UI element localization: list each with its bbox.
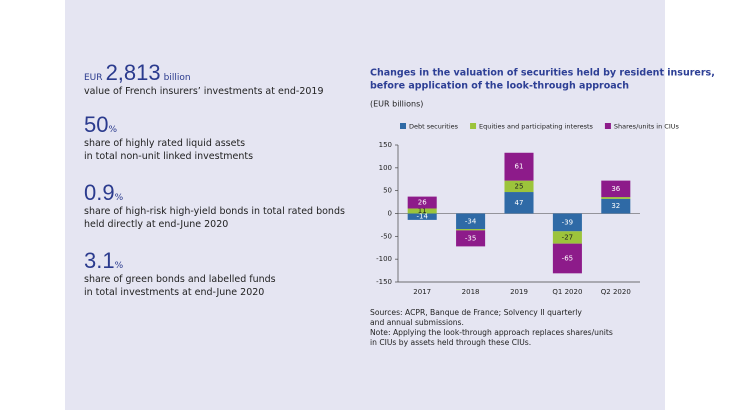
y-tick-label: 150 <box>379 141 392 149</box>
chart-title: Changes in the valuation of securities h… <box>370 68 715 79</box>
value-label: 47 <box>515 199 524 207</box>
bar-segment <box>552 231 582 244</box>
description: share of highly rated liquid assets <box>84 138 246 149</box>
y-tick-label: -100 <box>376 255 392 263</box>
unit: % <box>114 193 124 203</box>
key-figure: 3.1% share of green bonds and labelled f… <box>84 250 276 299</box>
bar-segment <box>504 192 534 214</box>
value-label: -34 <box>465 217 477 225</box>
bar-segment <box>504 180 534 193</box>
value-label: 36 <box>611 185 620 193</box>
description: in total investments at end-June 2020 <box>84 287 265 298</box>
description: in total non-unit linked investments <box>84 151 254 162</box>
figure: 50 <box>84 112 109 137</box>
bar-segment <box>504 152 534 181</box>
description: held directly at end-June 2020 <box>84 219 229 230</box>
value-label: 26 <box>418 199 427 207</box>
figure: 3.1 <box>84 248 115 273</box>
legend-swatch <box>400 123 406 129</box>
prefix: EUR <box>84 73 103 83</box>
x-tick-label: 2018 <box>462 288 480 296</box>
unit: % <box>114 261 124 271</box>
description: value of French insurers’ investments at… <box>84 86 324 97</box>
unit: % <box>108 125 118 135</box>
value-label: -14 <box>416 213 428 221</box>
bar-segment <box>552 243 582 274</box>
description: share of high-risk high-yield bonds in t… <box>84 206 345 217</box>
note: in CIUs by assets held through these CIU… <box>370 338 531 347</box>
y-tick-label: -150 <box>376 278 392 286</box>
unit: billion <box>163 73 191 83</box>
x-tick-label: Q1 2020 <box>552 288 582 296</box>
y-tick-label: 100 <box>379 164 392 172</box>
y-tick-label: 0 <box>388 210 392 218</box>
figure: 2,813 <box>105 60 161 85</box>
bar-segment <box>601 198 631 214</box>
x-tick-label: 2017 <box>413 288 431 296</box>
value-label: 25 <box>515 182 524 190</box>
legend-label: Shares/units in CIUs <box>614 123 680 131</box>
key-figure: 50% share of highly rated liquid assets … <box>84 114 254 163</box>
value-label: -65 <box>562 254 573 262</box>
legend-swatch <box>470 123 477 129</box>
x-tick-label: Q2 2020 <box>601 288 631 296</box>
y-tick-label: -50 <box>381 232 392 240</box>
y-tick-label: 50 <box>383 187 392 195</box>
chart-subtitle: (EUR billions) <box>370 100 423 109</box>
value-label: -35 <box>465 234 476 242</box>
note: Sources: ACPR, Banque de France; Solvenc… <box>370 308 582 317</box>
value-label: -39 <box>562 218 573 226</box>
panel <box>65 0 665 410</box>
bar-segment <box>456 230 486 247</box>
bar-segment <box>601 197 631 199</box>
bar-segment <box>552 213 582 232</box>
value-label: -27 <box>562 233 573 241</box>
chart-title: before application of the look-through a… <box>370 81 629 92</box>
key-figure: EUR 2,813 billion value of French insure… <box>84 62 324 98</box>
legend-label: Equities and participating interests <box>479 123 593 131</box>
bar-segment <box>407 208 437 214</box>
figure: 0.9 <box>84 180 115 205</box>
description: share of green bonds and labelled funds <box>84 274 276 285</box>
bar-segment <box>456 229 486 231</box>
bar-segment <box>407 213 437 220</box>
legend-swatch <box>604 123 611 129</box>
value-label: 11 <box>418 207 427 215</box>
bar-segment <box>407 196 437 209</box>
note: Note: Applying the look-through approach… <box>370 328 613 337</box>
note: and annual submissions. <box>370 318 464 327</box>
bar-segment <box>456 213 486 230</box>
bar-segment <box>601 180 631 198</box>
key-figure: 0.9% share of high-risk high-yield bonds… <box>84 182 345 231</box>
x-tick-label: 2019 <box>510 288 528 296</box>
legend-label: Debt securities <box>409 123 459 131</box>
value-label: 61 <box>515 163 524 171</box>
value-label: 32 <box>611 202 620 210</box>
